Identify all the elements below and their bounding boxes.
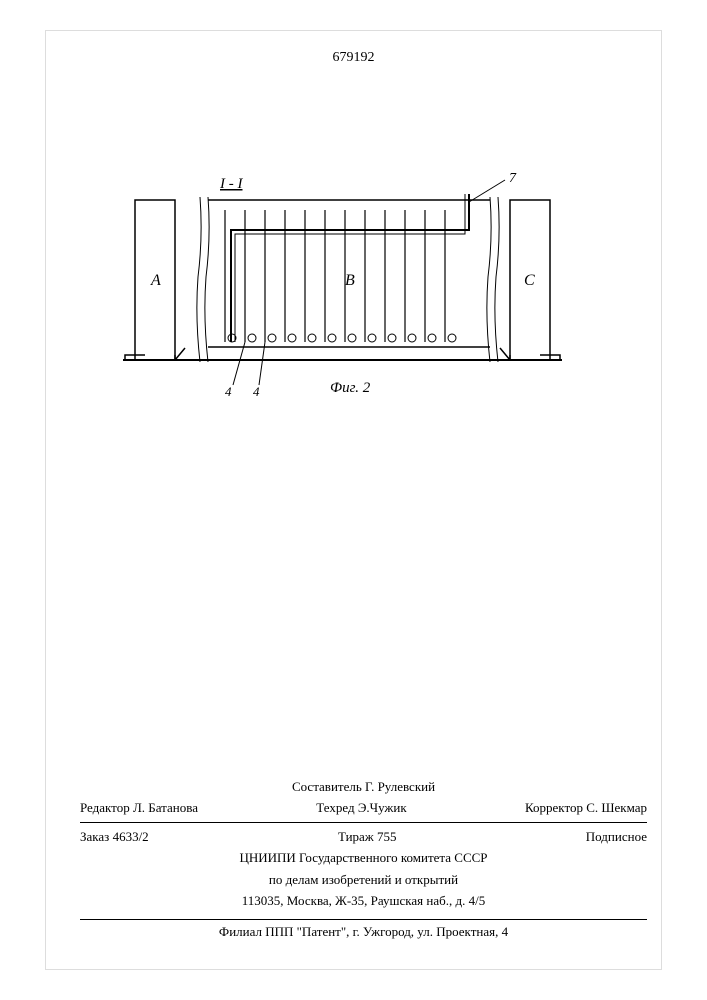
tirazh-value: 755 xyxy=(377,829,397,844)
patent-figure: I - I 7 4 4 А В С Фиг. 2 xyxy=(95,170,595,400)
svg-text:Фиг. 2: Фиг. 2 xyxy=(330,380,371,396)
page-number: 679192 xyxy=(0,50,707,66)
editor-label: Редактор xyxy=(80,800,130,815)
techred-name: Э.Чужик xyxy=(358,800,407,815)
svg-text:I - I: I - I xyxy=(219,176,243,192)
divider xyxy=(80,822,647,823)
tirazh-label: Тираж xyxy=(338,829,374,844)
subscript: Подписное xyxy=(586,828,647,846)
order-label: Заказ xyxy=(80,829,109,844)
compiler-name: Г. Рулевский xyxy=(365,779,435,794)
order-value: 4633/2 xyxy=(113,829,149,844)
svg-text:В: В xyxy=(345,272,355,289)
svg-text:4: 4 xyxy=(253,384,260,399)
compiler-label: Составитель xyxy=(292,779,362,794)
svg-text:4: 4 xyxy=(225,384,232,399)
branch-line: Филиал ППП "Патент", г. Ужгород, ул. Про… xyxy=(80,919,647,940)
corrector-name: С. Шекмар xyxy=(586,800,647,815)
org-line-1: ЦНИИПИ Государственного комитета СССР xyxy=(239,849,487,867)
svg-text:А: А xyxy=(150,272,161,289)
imprint-block: Составитель Г. Рулевский Редактор Л. Бат… xyxy=(80,776,647,912)
editor-name: Л. Батанова xyxy=(133,800,198,815)
org-address: 113035, Москва, Ж-35, Раушская наб., д. … xyxy=(242,892,485,910)
svg-text:7: 7 xyxy=(509,171,517,186)
corrector-label: Корректор xyxy=(525,800,583,815)
techred-label: Техред xyxy=(316,800,354,815)
org-line-2: по делам изобретений и открытий xyxy=(269,871,458,889)
svg-text:С: С xyxy=(524,272,535,289)
